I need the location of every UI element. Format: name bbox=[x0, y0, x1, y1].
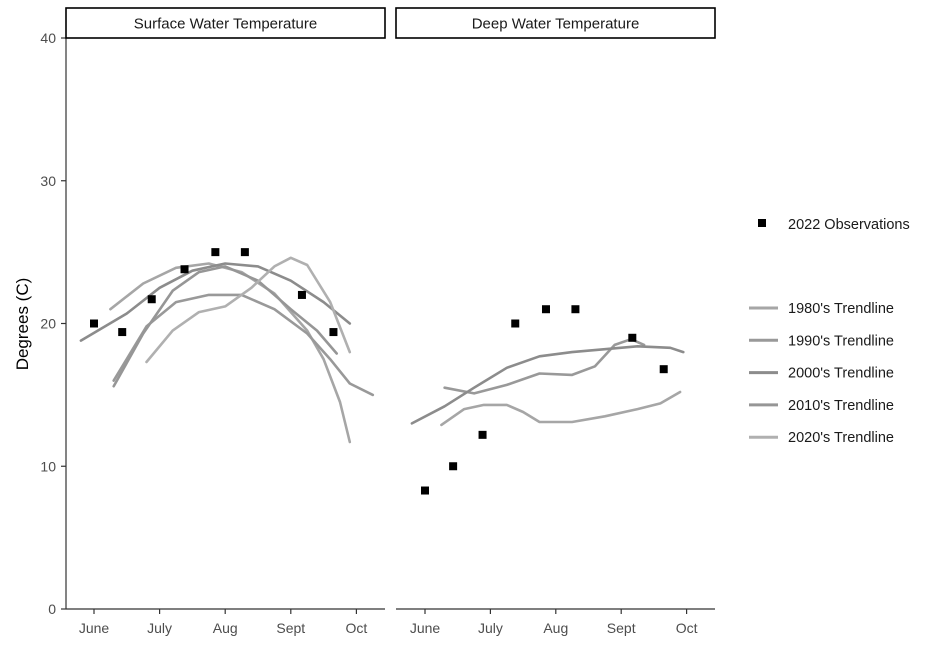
trendline-2000s bbox=[410, 345, 685, 425]
observations-deep bbox=[421, 305, 668, 495]
trendline-2010s bbox=[112, 265, 338, 388]
y-tick-label: 20 bbox=[40, 316, 56, 332]
x-tick-label: Sept bbox=[276, 620, 305, 636]
y-tick-label: 10 bbox=[40, 458, 56, 474]
legend: 2022 Observations 1980's Trendline 1990's… bbox=[749, 217, 910, 446]
observation-point bbox=[240, 248, 249, 257]
panel-deep: Deep Water Temperature June July Aug Sept Oc… bbox=[395, 7, 716, 636]
observation-point bbox=[329, 328, 338, 337]
trendline-1990s bbox=[443, 337, 646, 395]
y-tick-label: 30 bbox=[40, 173, 56, 189]
legend-observation-key bbox=[758, 219, 766, 227]
observation-point bbox=[118, 328, 127, 337]
panel-title-surface: Surface Water Temperature bbox=[134, 16, 317, 33]
observation-point bbox=[147, 295, 156, 304]
x-tick-label: Oct bbox=[346, 620, 368, 636]
panel-strip-surface bbox=[65, 7, 386, 39]
observation-point bbox=[90, 319, 98, 328]
panel-surface: Surface Water Temperature June July Aug Sep… bbox=[65, 7, 386, 636]
x-tick-label: Aug bbox=[543, 620, 568, 636]
observation-point bbox=[180, 265, 189, 274]
trendlines-deep bbox=[410, 337, 685, 427]
observations-surface bbox=[90, 248, 338, 337]
legend-observation-label: 2022 Observations bbox=[788, 217, 910, 233]
observation-point bbox=[659, 365, 668, 374]
trendline-2000s bbox=[79, 262, 352, 342]
x-axis-deep: June July Aug Sept Oct bbox=[396, 608, 715, 636]
y-tick-label: 0 bbox=[48, 601, 56, 617]
legend-label-1990s: 1990's Trendline bbox=[788, 333, 894, 349]
y-tick-label: 40 bbox=[40, 30, 56, 46]
x-axis-surface: June July Aug Sept Oct bbox=[66, 608, 385, 636]
legend-label-2000s: 2000's Trendline bbox=[788, 366, 894, 382]
observation-point bbox=[511, 319, 520, 328]
trendline-1990s bbox=[112, 293, 375, 397]
x-tick-label: June bbox=[410, 620, 441, 636]
observation-point bbox=[421, 486, 429, 495]
observation-point bbox=[449, 462, 458, 471]
legend-label-1980s: 1980's Trendline bbox=[788, 301, 894, 317]
x-tick-label: July bbox=[147, 620, 172, 636]
trendlines-surface bbox=[79, 256, 375, 444]
x-tick-label: Sept bbox=[607, 620, 636, 636]
observation-point bbox=[297, 290, 306, 299]
observation-point bbox=[478, 430, 487, 439]
panel-strip-deep bbox=[395, 7, 716, 39]
observation-point bbox=[211, 248, 220, 257]
legend-label-2010s: 2010's Trendline bbox=[788, 398, 894, 414]
panel-title-deep: Deep Water Temperature bbox=[472, 16, 640, 33]
y-axis: 0 10 20 30 40 bbox=[40, 30, 67, 617]
trendline-1980s bbox=[440, 390, 682, 427]
observation-point bbox=[541, 305, 550, 314]
x-tick-label: July bbox=[478, 620, 503, 636]
trendline-1980s bbox=[109, 262, 352, 444]
y-axis-title: Degrees (C) bbox=[13, 278, 32, 371]
trendline-2020s bbox=[145, 256, 352, 364]
x-tick-label: June bbox=[79, 620, 110, 636]
observation-point bbox=[571, 305, 580, 314]
x-tick-label: Aug bbox=[213, 620, 238, 636]
x-tick-label: Oct bbox=[676, 620, 698, 636]
legend-label-2020s: 2020's Trendline bbox=[788, 430, 894, 446]
observation-point bbox=[628, 333, 637, 342]
